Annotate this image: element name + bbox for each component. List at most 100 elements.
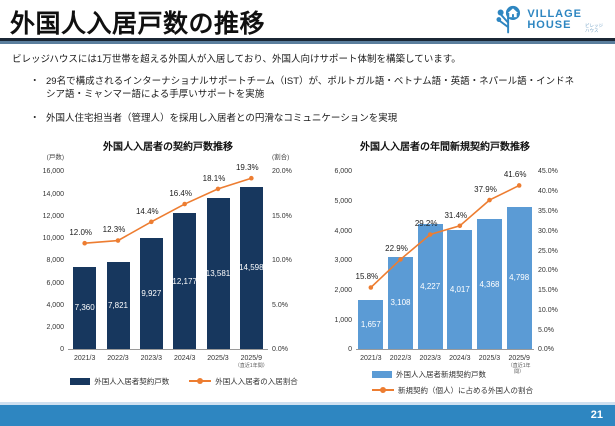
- y-axis-left: 16,000 14,000 12,000 10,000 8,000 6,000 4,000 2…: [12, 168, 64, 353]
- y-axis-tick: 25.0%: [538, 247, 558, 255]
- x-axis-label: 2025/3: [207, 354, 229, 362]
- y-axis-tick: 45.0%: [538, 168, 558, 176]
- y-axis-tick: 20.0%: [538, 267, 558, 275]
- y-axis-tick: 2,000: [46, 324, 64, 332]
- line-marker: [82, 240, 87, 246]
- y-axis-tick: 15.0%: [538, 287, 558, 295]
- y-axis-tick: 5.0%: [538, 326, 554, 334]
- plot-area: 7,360 7,821 9,927 12,177 13,581 14,598 12.0% 12…: [68, 163, 268, 350]
- legend: 外国人入居者新規契約戸数新規契約（個人）に占める外国人の割合: [372, 369, 533, 396]
- line-value-label: 14.4%: [135, 206, 159, 216]
- y-axis-tick: 6,000: [334, 168, 352, 176]
- line-value-label: 15.8%: [355, 272, 379, 282]
- chart-title: 外国人入居者の契約戸数推移: [103, 141, 233, 153]
- company-logo: VILLAGE HOUSE ビレッジ ハウス: [494, 4, 603, 36]
- y-axis-tick: 8,000: [46, 257, 64, 265]
- footer-accent-strip: [0, 402, 615, 405]
- x-axis-label: 2021/3: [73, 354, 96, 362]
- legend: 外国人入居者契約戸数 外国人入居者の入居割合: [68, 376, 300, 387]
- plot-area: 1,657 3,108 4,227 4,017 4,368 4,798 15.8% 22.9%…: [356, 170, 534, 350]
- y-axis-tick: 5,000: [334, 198, 352, 206]
- bar: 4,017: [447, 229, 473, 349]
- bullet-marker: ・: [30, 112, 40, 124]
- bar-value-label: 9,927: [141, 289, 162, 299]
- y-axis-tick: 5.0%: [272, 301, 288, 309]
- x-axis-label: 2024/3: [449, 354, 471, 362]
- y-axis-tick: 10,000: [42, 235, 64, 243]
- bar-value-label: 4,798: [509, 273, 530, 283]
- x-axis-label: 2025/9 （直近1年間）: [234, 354, 268, 369]
- bar: 7,821: [106, 261, 130, 349]
- line-value-label: 41.6%: [503, 170, 527, 180]
- village-house-tree-icon: [496, 5, 521, 34]
- legend-label: 外国人入居者契約戸数: [94, 376, 170, 386]
- x-axis-note: （直近1年間）: [507, 362, 531, 375]
- bar-value-label: 3,108: [390, 298, 411, 308]
- y-axis-tick: 40.0%: [538, 188, 558, 196]
- y-axis-tick: 0: [60, 346, 64, 354]
- bar: 1,657: [358, 299, 384, 349]
- legend-bar-swatch: [70, 377, 91, 385]
- contract-households-chart: 外国人入居者の契約戸数推移 (戸数) (割合) 16,000 14,000 12,0…: [12, 138, 300, 396]
- x-axis-label: 2022/3: [389, 354, 412, 362]
- line-marker: [149, 219, 154, 225]
- header-divider-dark: [0, 38, 615, 41]
- slide-header: 外国人入居戸数の推移 VILLAGE HOUSE ビレッジ ハウス: [0, 0, 615, 38]
- page-title: 外国人入居戸数の推移: [10, 10, 266, 38]
- y-axis-tick: 6,000: [46, 279, 64, 287]
- y-axis-tick: 0: [348, 346, 352, 354]
- line-marker: [427, 232, 433, 237]
- line-value-label: 18.1%: [202, 173, 226, 183]
- legend-item: 外国人入居者の入居割合: [189, 376, 298, 387]
- line-value-label: 12.0%: [69, 228, 93, 238]
- legend-line-swatch: [189, 378, 212, 385]
- y-axis-tick: 12,000: [42, 212, 64, 220]
- bar: 4,368: [477, 219, 502, 349]
- bar: 13,581: [205, 197, 231, 349]
- bullet-text: 外国人住宅担当者（管理人）を採用し入居者との円滑なコミュニケーションを実現: [46, 112, 398, 124]
- y-axis-right: 20.0% 15.0% 10.0% 5.0% 0.0%: [272, 168, 306, 353]
- x-axis-label: 2025/3: [478, 354, 501, 362]
- line-value-label: 29.2%: [414, 219, 438, 229]
- left-axis-unit: (戸数): [46, 153, 64, 161]
- line-value-label: 16.4%: [169, 188, 192, 198]
- line-marker: [487, 197, 492, 203]
- x-axis: 2021/3 2022/3 2023/3 2024/3 2025/3 2025/9 （直近1…: [68, 354, 268, 374]
- bar: 9,927: [139, 238, 163, 349]
- line-marker: [249, 175, 254, 181]
- logo-line1: VILLAGE: [527, 8, 582, 20]
- legend-label: 外国人入居者の入居割合: [215, 376, 298, 386]
- right-axis-unit: (割合): [272, 153, 290, 161]
- logo-subtext: ビレッジ ハウス: [585, 23, 603, 33]
- footer-bar: 21: [0, 405, 615, 426]
- bar: 3,108: [388, 256, 413, 349]
- x-axis: 2021/3 2022/3 2023/3 2024/3 2025/3 2025/9 （直近1…: [356, 354, 534, 375]
- legend-item: 外国人入居者新規契約戸数: [372, 369, 486, 380]
- bar: 7,360: [73, 267, 97, 349]
- logo-line2: HOUSE: [527, 19, 572, 31]
- y-axis-tick: 1,000: [334, 316, 352, 324]
- bullet-text: 29名で構成されるインターナショナルサポートチーム（IST）が、ポルトガル語・ベ…: [46, 76, 575, 101]
- trend-line: [368, 183, 522, 290]
- trend-line: [82, 175, 254, 246]
- bar-value-label: 12,177: [172, 276, 197, 286]
- legend-bar-swatch: [372, 370, 392, 378]
- legend-label: 新規契約（個人）に占める外国人の割合: [398, 385, 533, 395]
- bullet-item: ・ 29名で構成されるインターナショナルサポートチーム（IST）が、ポルトガル語…: [30, 75, 578, 102]
- bar: 12,177: [172, 213, 197, 349]
- header-divider-blue: [0, 41, 615, 44]
- y-axis-tick: 10.0%: [272, 257, 292, 265]
- line-value-label: 19.3%: [235, 163, 259, 173]
- page-number: 21: [590, 409, 603, 421]
- bar-value-label: 13,581: [205, 268, 231, 278]
- chart-title: 外国人入居者の年間新規契約戸数推移: [360, 141, 530, 153]
- line-marker: [182, 201, 187, 207]
- bar-value-label: 4,017: [449, 284, 470, 294]
- y-axis-tick: 16,000: [42, 168, 64, 176]
- line-value-label: 37.9%: [474, 184, 497, 194]
- line-marker: [115, 238, 121, 243]
- bar-value-label: 14,598: [239, 263, 264, 273]
- legend-line-swatch: [372, 387, 394, 394]
- y-axis-tick: 2,000: [334, 287, 352, 295]
- x-axis-label: 2023/3: [140, 354, 163, 362]
